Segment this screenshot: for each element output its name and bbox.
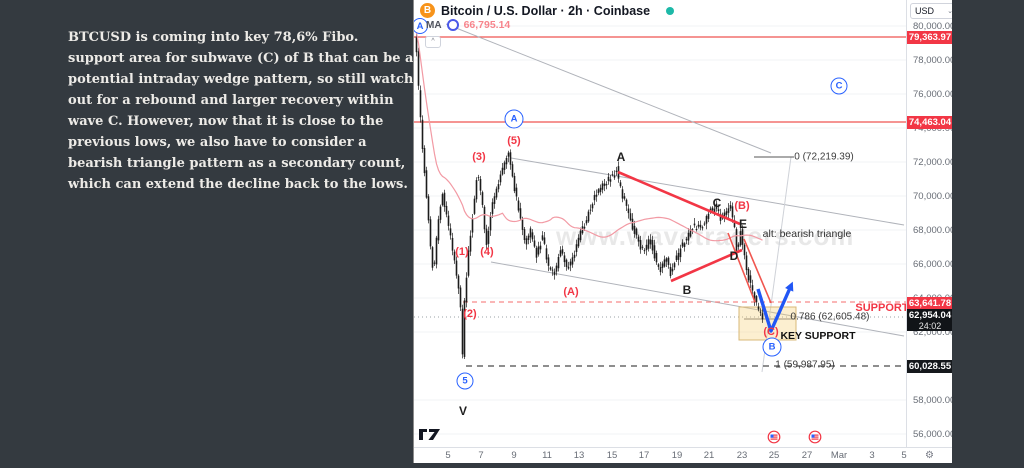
symbol-title[interactable]: Bitcoin / U.S. Dollar · 2h · Coinbase (441, 3, 651, 18)
time-tick: 3 (869, 450, 875, 461)
time-tick: 25 (768, 450, 780, 461)
time-tick: 9 (511, 450, 517, 461)
bitcoin-icon: B (420, 3, 435, 18)
annotation-label[interactable]: 0.786 (62,605.48) (790, 311, 870, 323)
price-tick: 76,000.00 (913, 88, 952, 100)
analysis-line: bearish triangle pattern as a secondary … (68, 156, 406, 171)
wave-label[interactable]: (B) (734, 200, 750, 212)
price-tick: 62,000.00 (913, 326, 952, 338)
wave-label[interactable]: E (738, 217, 748, 231)
time-tick: 17 (638, 450, 650, 461)
wave-label[interactable]: C (712, 196, 722, 210)
time-tick: 27 (801, 450, 813, 461)
wave-label[interactable]: (4) (480, 246, 494, 258)
collapse-legend-button[interactable]: ^ (425, 36, 441, 48)
price-tick: 56,000.00 (913, 428, 952, 440)
time-tick: 21 (703, 450, 715, 461)
chart-area[interactable]: www.wavetraders.com B Bitcoin / U.S. Dol… (413, 0, 952, 463)
wave-label[interactable]: (2) (463, 308, 477, 320)
annotation-label[interactable]: 0 (72,219.39) (794, 151, 854, 163)
analysis-line: BTCUSD is coming into key 78,6% Fibo. (68, 30, 359, 45)
wave-label[interactable]: (C) (763, 326, 779, 338)
key-support-zone-box[interactable] (738, 306, 797, 341)
price-tick: 78,000.00 (913, 54, 952, 66)
price-label-badge: 62,954.04 24:02 (907, 309, 952, 331)
annotation-label[interactable]: alt: bearish triangle (762, 228, 852, 240)
wedge-line-2[interactable] (743, 238, 772, 304)
time-tick: 11 (542, 450, 552, 461)
analysis-line: previous lows, we also have to consider … (68, 135, 367, 150)
time-tick: 5 (445, 450, 451, 461)
annotation-label[interactable]: 1 (59,987.95) (775, 359, 835, 371)
bounce-arrow-head (785, 281, 794, 292)
wave-label[interactable]: A (616, 150, 626, 164)
wave-circle-label[interactable]: 5 (456, 372, 474, 390)
triangle-lower[interactable] (670, 248, 743, 283)
price-scale-settings-icon[interactable]: ⚙ (925, 450, 934, 461)
analysis-panel: BTCUSD is coming into key 78,6% Fibo. sup… (0, 0, 413, 468)
economic-event-flag-icon[interactable] (767, 430, 781, 444)
analysis-line: potential intraday wedge pattern, so sti… (68, 72, 414, 87)
bounce-arrow[interactable] (756, 287, 792, 333)
annotation-label[interactable]: SUPPORT (855, 302, 909, 314)
fib-baseline[interactable] (761, 156, 792, 373)
wave-circle-label[interactable]: B (762, 337, 782, 357)
price-tick: 66,000.00 (913, 258, 952, 270)
time-tick: Mar (830, 450, 848, 461)
market-status-dot (666, 6, 675, 15)
moving-average-line[interactable] (415, 32, 763, 242)
channel-lower[interactable] (490, 261, 905, 337)
wave-label[interactable]: (1) (455, 246, 469, 258)
price-tick: 58,000.00 (913, 394, 952, 406)
wave-label[interactable]: (3) (472, 151, 486, 163)
wave-label[interactable]: (A) (563, 286, 579, 298)
price-label-badge: 74,463.04 (907, 115, 952, 129)
price-tick: 80,000.00 (913, 20, 952, 32)
economic-event-flag-icon[interactable] (808, 430, 822, 444)
indicator-legend[interactable]: MA 66,795.14 (426, 19, 510, 31)
annotation-label[interactable]: KEY SUPPORT (780, 330, 856, 342)
chevron-down-icon: ⌄ (947, 7, 952, 15)
wave-label[interactable]: D (729, 249, 739, 263)
time-tick: 7 (478, 450, 484, 461)
price-label-badge: 60,028.55 (907, 359, 952, 373)
plot-svg[interactable] (414, 0, 906, 447)
currency-label: USD (915, 6, 935, 16)
wave-circle-label[interactable]: C (830, 77, 848, 95)
channel-mid[interactable] (510, 157, 905, 226)
wave-label[interactable]: B (682, 283, 692, 297)
tradingview-logo[interactable] (418, 426, 444, 442)
price-tick: 68,000.00 (913, 224, 952, 236)
ma-indicator-value: 66,795.14 (463, 19, 511, 31)
price-label-badge: 79,363.97 (907, 30, 952, 44)
price-label-badge: 63,641.78 (907, 296, 952, 310)
wave-label[interactable]: (5) (507, 135, 521, 147)
channel-upper[interactable] (445, 23, 772, 154)
triangle-upper[interactable] (617, 170, 741, 226)
price-tick: 70,000.00 (913, 190, 952, 202)
currency-dropdown[interactable]: USD ⌄ (910, 3, 952, 19)
wave-circle-label[interactable]: A (414, 18, 428, 34)
analysis-line: wave C. However, now that it is close to… (68, 114, 384, 129)
wave-circle-label[interactable]: A (504, 109, 524, 129)
time-tick: 5 (901, 450, 907, 461)
time-axis[interactable]: 5 7 9 11 13 15 17 19 21 23 25 27 Mar 3 5 (414, 447, 952, 463)
analysis-line: which can extend the decline back to the… (68, 177, 408, 192)
price-tick: 72,000.00 (913, 156, 952, 168)
ma-indicator-label[interactable]: MA (426, 19, 442, 31)
analysis-line: support area for subwave (C) of B that c… (68, 51, 414, 66)
wave-label[interactable]: V (458, 404, 468, 418)
price-axis[interactable]: USD ⌄ 80,000.0078,000.0076,000.0074,000.… (906, 0, 952, 447)
analysis-line: out for a rebound and larger recovery wi… (68, 93, 394, 108)
time-tick: 15 (606, 450, 618, 461)
time-tick: 13 (573, 450, 585, 461)
time-tick: 19 (671, 450, 683, 461)
loading-circle-icon (446, 19, 459, 31)
candlesticks[interactable] (415, 34, 764, 359)
wedge-line-1[interactable] (727, 232, 756, 303)
time-tick: 23 (736, 450, 748, 461)
analysis-text: BTCUSD is coming into key 78,6% Fibo. sup… (0, 0, 413, 195)
chart-header: B Bitcoin / U.S. Dollar · 2h · Coinbase (420, 3, 675, 18)
